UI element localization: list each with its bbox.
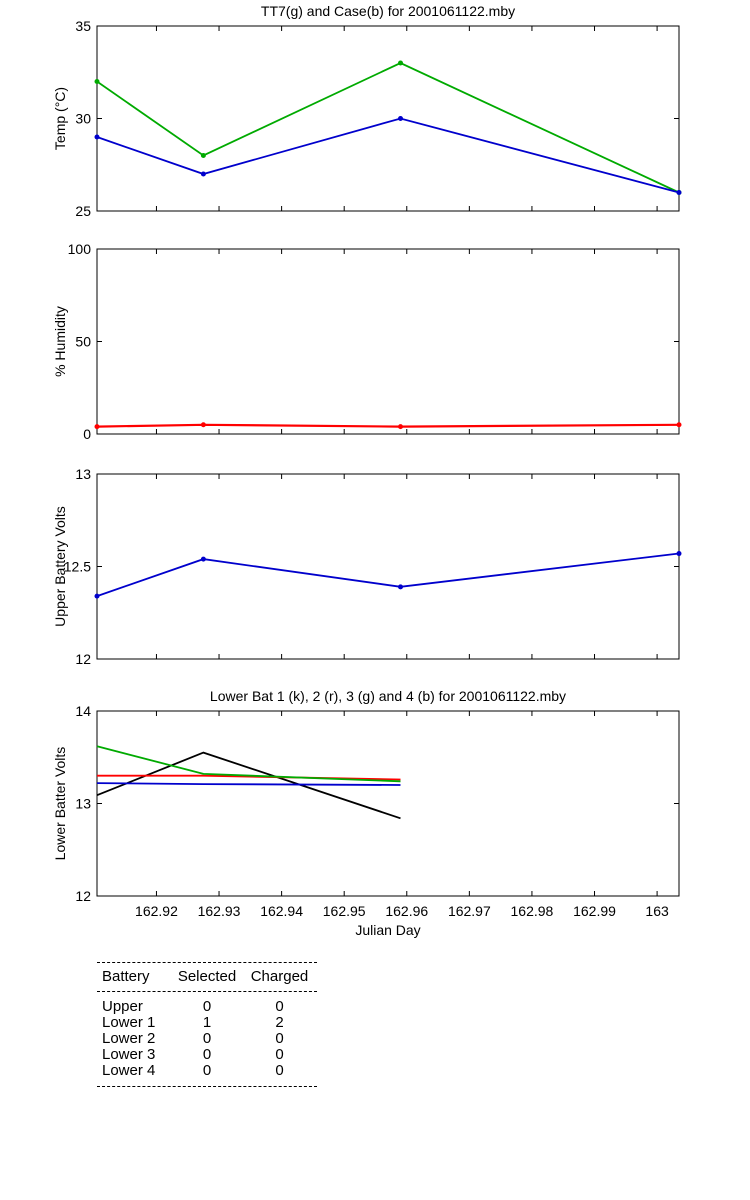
series-line xyxy=(96,552,680,597)
row-battery-name: Lower 4 xyxy=(102,1062,156,1079)
charts-figure: 25 30 35 TT7(g) and Case(b) for 2001061122.… xyxy=(52,3,682,938)
y-tick-label: 25 xyxy=(75,203,91,219)
summary-header-row: Battery Selected Charged xyxy=(97,963,317,991)
x-tick-label: 162.93 xyxy=(198,903,241,919)
row-battery-name: Lower 1 xyxy=(102,1014,156,1031)
data-point xyxy=(94,79,100,84)
row-selected-value: 0 xyxy=(202,1030,212,1047)
header-charged: Charged xyxy=(250,968,309,985)
row-battery-name: Upper xyxy=(102,998,143,1015)
data-point xyxy=(200,422,206,428)
x-tick-label: 162.98 xyxy=(511,903,554,919)
x-tick-label: 162.99 xyxy=(573,903,616,919)
data-point xyxy=(398,60,404,66)
chart-panel-1: 25 30 35 TT7(g) and Case(b) for 2001061122.… xyxy=(52,3,682,219)
summary-row-lower-4: Lower 4 0 0 xyxy=(97,1063,317,1079)
row-charged-value: 0 xyxy=(275,1046,284,1063)
y-tick-label: 13 xyxy=(75,466,91,482)
data-point xyxy=(676,422,682,428)
y-tick-label: 30 xyxy=(75,111,91,127)
chart-title: TT7(g) and Case(b) for 2001061122.mby xyxy=(261,3,515,19)
summary-row-upper: Upper 0 0 xyxy=(97,999,317,1015)
data-point xyxy=(94,424,100,430)
data-point xyxy=(398,584,404,590)
row-selected-value: 1 xyxy=(202,1014,212,1031)
data-point xyxy=(200,556,206,562)
y-axis-label: % Humidity xyxy=(52,306,68,377)
data-point xyxy=(94,593,100,599)
row-charged-value: 2 xyxy=(275,1014,284,1031)
data-point xyxy=(200,153,206,158)
summary-row-lower-3: Lower 3 0 0 xyxy=(97,1047,317,1063)
plot-frame xyxy=(96,248,680,435)
x-tick-label: 162.97 xyxy=(448,903,491,919)
data-point xyxy=(200,171,206,177)
header-battery: Battery xyxy=(102,968,150,985)
series-line xyxy=(96,423,680,428)
x-tick-label: 163 xyxy=(645,903,669,919)
summary-row-lower-2: Lower 2 0 0 xyxy=(97,1031,317,1047)
row-battery-name: Lower 2 xyxy=(102,1030,156,1047)
y-axis-label: Upper Battery Volts xyxy=(52,506,68,627)
x-tick-label: 162.92 xyxy=(135,903,178,919)
x-tick-label: 162.94 xyxy=(260,903,303,919)
chart-panel-3: 12 12.5 13 Upper Battery Volts xyxy=(52,466,682,667)
dashed-rule-bottom xyxy=(97,1086,317,1087)
header-selected: Selected xyxy=(177,968,237,985)
y-tick-label: 13 xyxy=(75,796,91,812)
y-tick-label: 14 xyxy=(75,703,91,719)
data-point xyxy=(398,116,404,121)
y-tick-label: 35 xyxy=(75,18,91,34)
row-selected-value: 0 xyxy=(202,1062,212,1079)
plot-frame xyxy=(96,710,680,897)
row-battery-name: Lower 3 xyxy=(102,1046,156,1063)
series-line xyxy=(96,745,401,783)
row-selected-value: 0 xyxy=(202,998,212,1015)
y-axis-label: Temp (°C) xyxy=(52,87,68,150)
data-point xyxy=(94,134,100,140)
data-point xyxy=(676,190,682,195)
y-tick-label: 0 xyxy=(83,426,91,442)
data-point xyxy=(398,424,404,430)
row-charged-value: 0 xyxy=(275,1030,284,1047)
summary-row-lower-1: Lower 1 1 2 xyxy=(97,1015,317,1031)
plot-frame xyxy=(96,25,680,212)
y-tick-label: 12.5 xyxy=(64,559,91,575)
y-tick-label: 100 xyxy=(68,241,92,257)
series-line xyxy=(96,751,401,820)
data-point xyxy=(676,551,682,557)
battery-summary-table: Battery Selected Charged Upper 0 0 Lower… xyxy=(97,962,317,1087)
chart-panel-4: 12 13 14 162.92 162.93 162.94 162.95 162.96 162.… xyxy=(52,688,680,938)
x-tick-label: 162.95 xyxy=(323,903,366,919)
y-tick-label: 12 xyxy=(75,651,91,667)
chart-panel-2: 0 50 100 % Humidity xyxy=(52,241,682,442)
y-tick-label: 50 xyxy=(75,334,91,350)
y-tick-label: 12 xyxy=(75,888,91,904)
row-charged-value: 0 xyxy=(275,998,284,1015)
row-selected-value: 0 xyxy=(202,1046,212,1063)
series-line xyxy=(96,782,401,786)
dashed-rule-top xyxy=(97,962,317,963)
series-line xyxy=(96,117,680,194)
row-charged-value: 0 xyxy=(275,1062,284,1079)
series-line xyxy=(96,62,680,194)
dashed-rule-middle xyxy=(97,991,317,992)
chart-title: Lower Bat 1 (k), 2 (r), 3 (g) and 4 (b) … xyxy=(210,688,566,704)
x-tick-label: 162.96 xyxy=(385,903,428,919)
y-axis-label: Lower Batter Volts xyxy=(52,747,68,861)
x-axis-label: Julian Day xyxy=(355,922,420,938)
